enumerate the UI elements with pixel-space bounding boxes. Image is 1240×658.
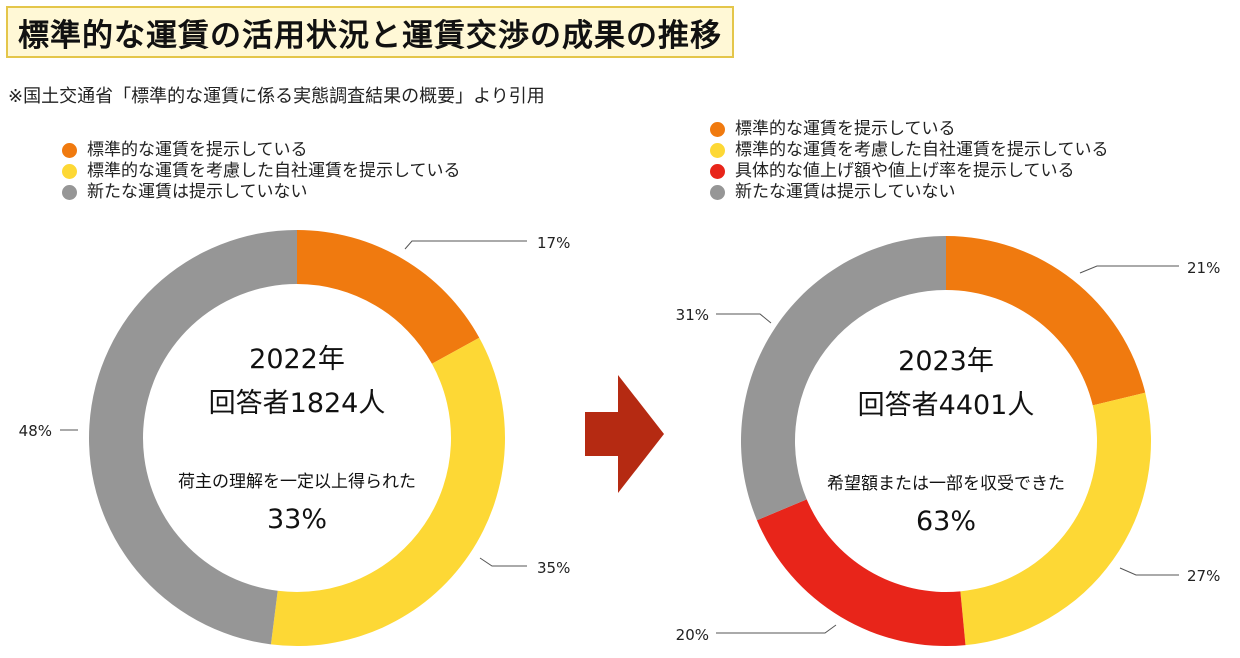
leader-line [479, 557, 527, 567]
legend-item: 標準的な運賃を考慮した自社運賃を提示している [62, 161, 461, 182]
legend-label: 標準的な運賃を考慮した自社運賃を提示している [735, 140, 1109, 160]
legend-label: 新たな運賃は提示していない [735, 182, 956, 202]
donut-slice [946, 236, 1146, 406]
slice-value-label: 48% [19, 422, 52, 440]
leader-line [1119, 567, 1179, 576]
legend-item: 新たな運賃は提示していない [62, 182, 461, 203]
center-note-value: 63% [916, 506, 976, 537]
legend-item: 具体的な値上げ額や値上げ率を提示している [710, 161, 1109, 182]
slice-value-label: 20% [676, 626, 709, 644]
right-arrow-icon [585, 375, 664, 493]
slice-value-label: 21% [1187, 259, 1220, 277]
legend-swatch-icon [710, 143, 725, 158]
donut-slice [740, 236, 946, 521]
leader-line [716, 624, 837, 634]
donut-slice [270, 337, 506, 646]
legend-item: 標準的な運賃を提示している [62, 140, 461, 161]
slice-value-label: 35% [537, 559, 570, 577]
center-respondents-label: 回答者1824人 [209, 388, 386, 419]
legend-item: 新たな運賃は提示していない [710, 182, 1109, 203]
legend-swatch-icon [62, 143, 77, 158]
leader-line [1079, 265, 1179, 274]
center-year-label: 2023年 [898, 346, 994, 377]
legend-item: 標準的な運賃を提示している [710, 119, 1109, 140]
center-year-label: 2022年 [249, 344, 345, 375]
page-title: 標準的な運賃の活用状況と運賃交渉の成果の推移 [18, 17, 722, 54]
legend-label: 標準的な運賃を提示している [87, 140, 308, 160]
legend-swatch-icon [710, 185, 725, 200]
legend-item: 標準的な運賃を考慮した自社運賃を提示している [710, 140, 1109, 161]
legend-label: 新たな運賃は提示していない [87, 182, 308, 202]
leader-line [716, 313, 772, 324]
legend-2022: 標準的な運賃を提示している 標準的な運賃を考慮した自社運賃を提示している 新たな運賃… [62, 140, 461, 203]
legend-swatch-icon [62, 164, 77, 179]
leader-line [404, 240, 527, 250]
legend-label: 標準的な運賃を提示している [735, 119, 956, 139]
legend-swatch-icon [710, 122, 725, 137]
donut-slice [756, 499, 966, 646]
center-note-value: 33% [267, 504, 327, 535]
legend-label: 具体的な値上げ額や値上げ率を提示している [735, 161, 1075, 181]
source-note: ※国土交通省「標準的な運賃に係る実態調査結果の概要」より引用 [8, 86, 545, 107]
legend-2023: 標準的な運賃を提示している 標準的な運賃を考慮した自社運賃を提示している 具体的な値… [710, 119, 1109, 203]
slice-value-label: 31% [676, 306, 709, 324]
slice-value-label: 27% [1187, 567, 1220, 585]
title-banner: 標準的な運賃の活用状況と運賃交渉の成果の推移 [6, 6, 734, 58]
center-note-label: 希望額または一部を収受できた [827, 474, 1065, 494]
legend-swatch-icon [62, 185, 77, 200]
donut-slice [297, 230, 480, 364]
center-note-label: 荷主の理解を一定以上得られた [178, 472, 416, 492]
slice-value-label: 17% [537, 234, 570, 252]
donut-slice [960, 392, 1151, 646]
center-respondents-label: 回答者4401人 [858, 390, 1035, 421]
donut-slice [88, 230, 298, 645]
legend-label: 標準的な運賃を考慮した自社運賃を提示している [87, 161, 461, 181]
legend-swatch-icon [710, 164, 725, 179]
